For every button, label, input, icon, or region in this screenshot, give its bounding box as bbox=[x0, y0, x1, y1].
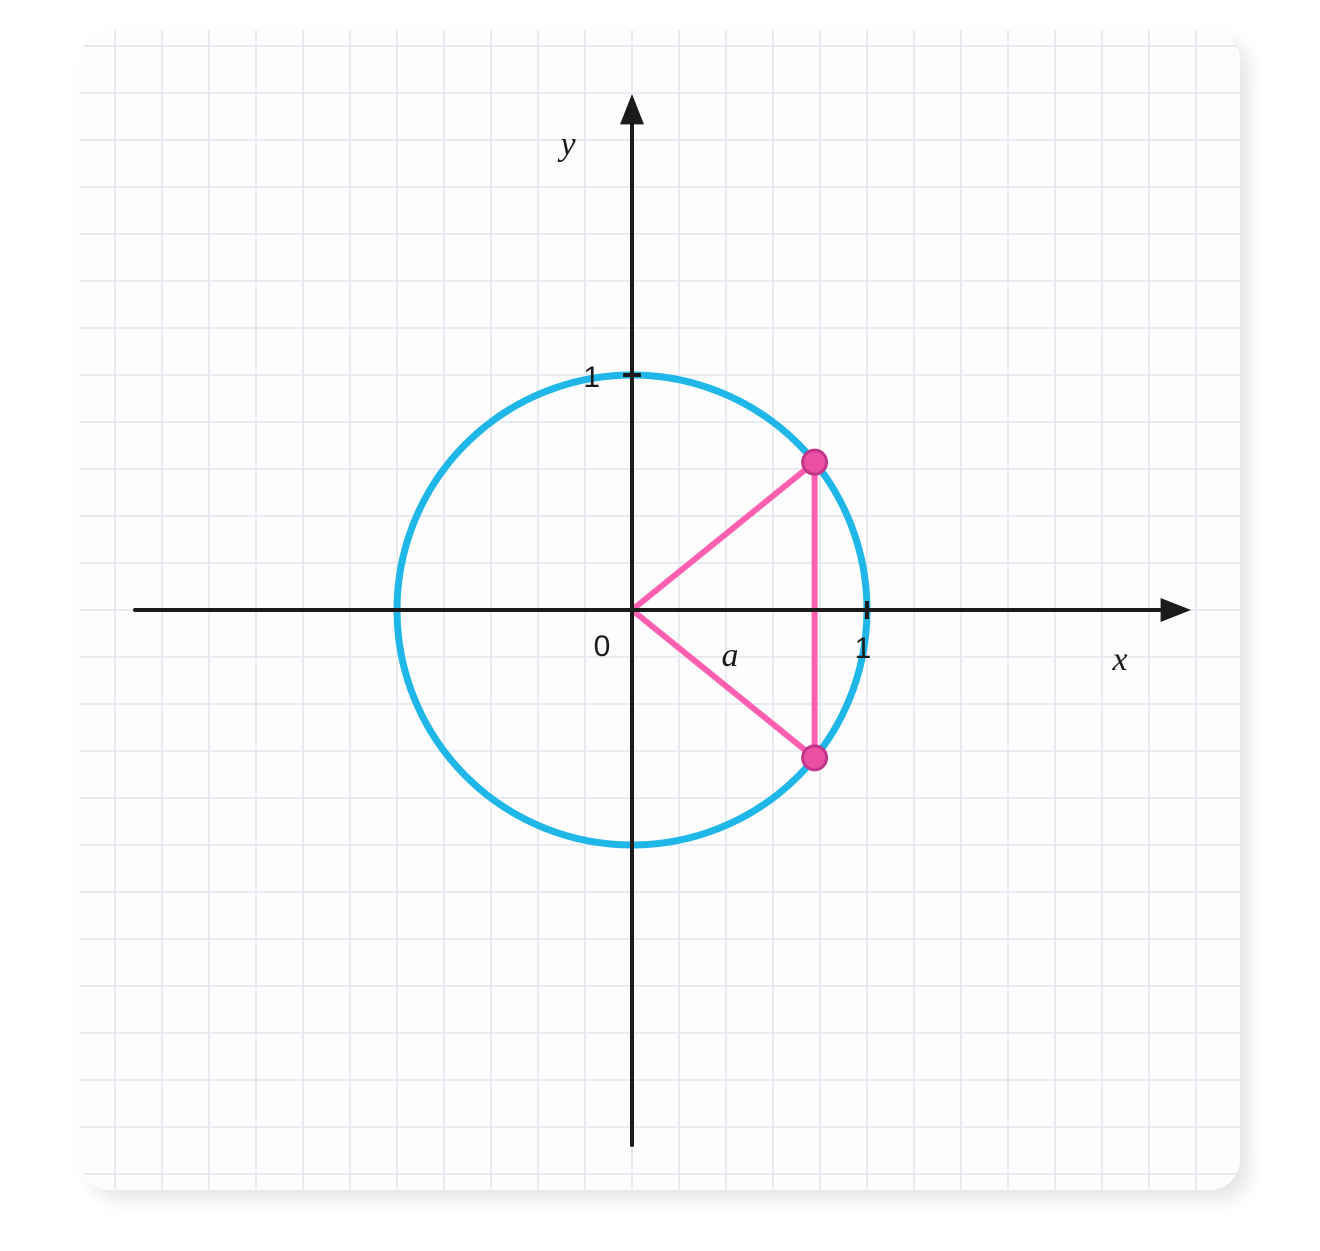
x-tick-1-label: 1 bbox=[855, 632, 872, 665]
labels-layer: y x 0 1 1 a bbox=[557, 126, 1127, 678]
a-label: a bbox=[722, 637, 739, 674]
y-axis-label: y bbox=[557, 126, 576, 163]
origin-label: 0 bbox=[594, 630, 611, 663]
graph-svg: y x 0 1 1 a bbox=[80, 30, 1240, 1190]
axes-layer bbox=[135, 94, 1191, 1145]
x-axis-label: x bbox=[1111, 641, 1127, 678]
graph-card: y x 0 1 1 a bbox=[80, 30, 1240, 1190]
y-tick-1-label: 1 bbox=[583, 361, 600, 394]
